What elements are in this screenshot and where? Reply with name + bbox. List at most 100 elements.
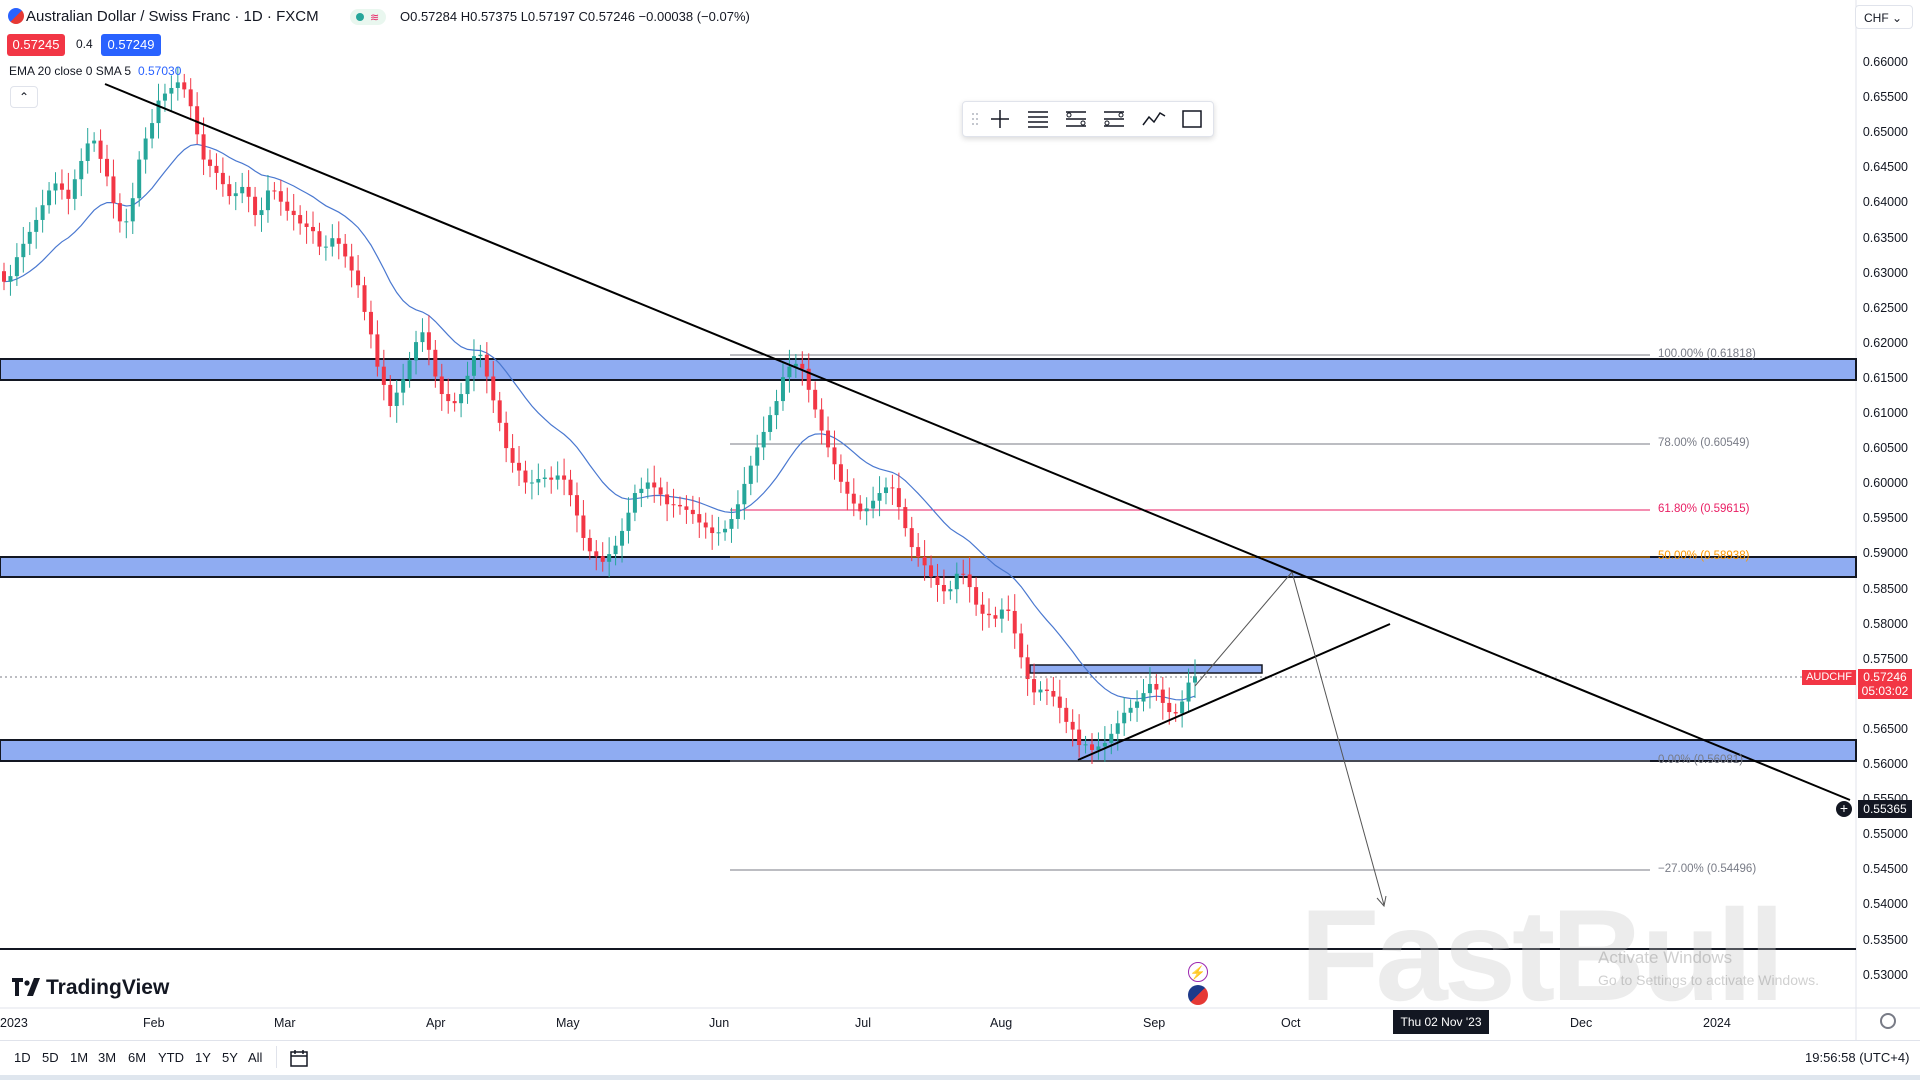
drag-handle-icon[interactable]	[971, 111, 979, 127]
candle-body	[677, 504, 682, 507]
candle-body	[111, 176, 116, 204]
candle-body	[871, 500, 876, 509]
candle-body	[1141, 693, 1146, 702]
candle-body	[703, 522, 708, 528]
candle-body	[394, 392, 399, 406]
candle-body	[1012, 610, 1017, 634]
range-button-5d[interactable]: 5D	[42, 1050, 59, 1065]
candle-body	[574, 495, 579, 516]
event-flag-icon[interactable]	[1188, 985, 1208, 1005]
event-lightning-icon[interactable]: ⚡	[1188, 962, 1208, 982]
candle-body	[471, 356, 476, 376]
buy-button[interactable]: 0.57249	[101, 34, 161, 56]
fib-levels-icon[interactable]	[1063, 107, 1089, 131]
candle-body	[858, 503, 863, 512]
sell-button[interactable]: 0.57245	[7, 34, 65, 56]
fib-label-0: 0.00% (0.56081)	[1658, 754, 1744, 766]
candle-body	[1006, 609, 1011, 611]
candle-body	[368, 311, 373, 335]
currency-selector[interactable]: CHF ⌄	[1855, 5, 1913, 29]
time-label-apr: Apr	[426, 1016, 446, 1030]
candle-body	[130, 198, 135, 222]
candle-body	[1173, 712, 1178, 714]
date-range-icon[interactable]	[288, 1047, 310, 1069]
fib-label-100: 100.00% (0.61818)	[1658, 348, 1756, 360]
candle-body	[1051, 690, 1056, 697]
candle-body	[523, 470, 528, 483]
range-button-5y[interactable]: 5Y	[222, 1050, 238, 1065]
collapse-legend-button[interactable]: ⌃	[10, 86, 38, 108]
candle-body	[2, 271, 6, 282]
trend-icon[interactable]	[1141, 107, 1167, 131]
downtrend-line	[104, 83, 1851, 801]
candle-body	[175, 82, 180, 88]
candle-body	[433, 349, 438, 377]
candle-body	[851, 493, 856, 504]
candle-body	[407, 360, 412, 380]
indicator-label[interactable]: EMA 20 close 0 SMA 5	[9, 64, 132, 78]
price-axis-label: 0.66000	[1862, 55, 1908, 69]
range-button-1d[interactable]: 1D	[14, 1050, 31, 1065]
candle-body	[555, 475, 560, 480]
price-axis-label: 0.65500	[1862, 90, 1908, 105]
price-axis-label: 0.53500	[1862, 932, 1908, 947]
range-button-1m[interactable]: 1M	[70, 1050, 89, 1065]
candle-body	[317, 231, 322, 247]
range-button-ytd[interactable]: YTD	[158, 1050, 184, 1065]
candle-body	[800, 363, 805, 369]
candle-body	[1186, 682, 1191, 702]
fib-label-78: 78.00% (0.60549)	[1658, 437, 1750, 449]
range-button-6m[interactable]: 6M	[128, 1050, 147, 1065]
support-zone-bottom	[0, 739, 1857, 762]
lines-icon[interactable]	[1025, 107, 1051, 131]
rectangle-icon[interactable]	[1179, 107, 1205, 131]
window-bottom-strip	[0, 1075, 1920, 1080]
candle-body	[40, 205, 45, 220]
price-axis-label: 0.59000	[1862, 546, 1908, 561]
parallel-levels-icon[interactable]	[1101, 107, 1127, 131]
candle-body	[935, 576, 940, 585]
market-open-icon	[356, 13, 364, 21]
candle-body	[826, 430, 831, 448]
add-alert-icon[interactable]: +	[1836, 801, 1852, 817]
crosshair-icon[interactable]	[987, 107, 1013, 131]
clock-timezone[interactable]: 19:56:58 (UTC+4)	[1805, 1050, 1910, 1065]
price-axis-label: 0.65000	[1862, 125, 1908, 140]
candle-body	[838, 464, 843, 482]
candle-body	[845, 481, 850, 494]
candle-body	[1180, 701, 1185, 714]
projection-down-arrow	[1291, 571, 1385, 906]
candle-body	[59, 183, 64, 190]
candle-body	[227, 184, 232, 197]
candle-body	[813, 389, 818, 410]
projection-arrow-head	[1376, 895, 1387, 908]
candle-body	[504, 422, 509, 449]
candle-body	[993, 615, 998, 619]
candle-body	[27, 231, 32, 244]
candle-body	[162, 93, 167, 101]
candle-body	[594, 551, 599, 557]
candle-body	[999, 609, 1004, 619]
symbol-title[interactable]: Australian Dollar / Swiss Franc · 1D · F…	[26, 8, 319, 25]
candle-body	[909, 528, 914, 548]
range-button-all[interactable]: All	[248, 1050, 263, 1065]
ascending-support-line	[1077, 623, 1391, 761]
range-button-3m[interactable]: 3M	[98, 1050, 117, 1065]
settings-gear-icon[interactable]	[1880, 1013, 1896, 1029]
candle-body	[941, 584, 946, 592]
candle-body	[439, 376, 444, 395]
candle-body	[1089, 744, 1094, 750]
candle-body	[896, 488, 901, 508]
data-stream-icon: ≋	[370, 12, 380, 24]
candle-body	[517, 462, 522, 471]
candle-body	[1070, 721, 1075, 730]
candle-body	[452, 401, 457, 404]
candle-body	[671, 504, 676, 506]
candle-body	[620, 530, 625, 546]
range-button-1y[interactable]: 1Y	[195, 1050, 211, 1065]
candle-body	[156, 100, 161, 124]
candle-body	[253, 196, 258, 216]
price-axis-label: 0.57500	[1862, 651, 1908, 666]
candle-body	[735, 504, 740, 520]
